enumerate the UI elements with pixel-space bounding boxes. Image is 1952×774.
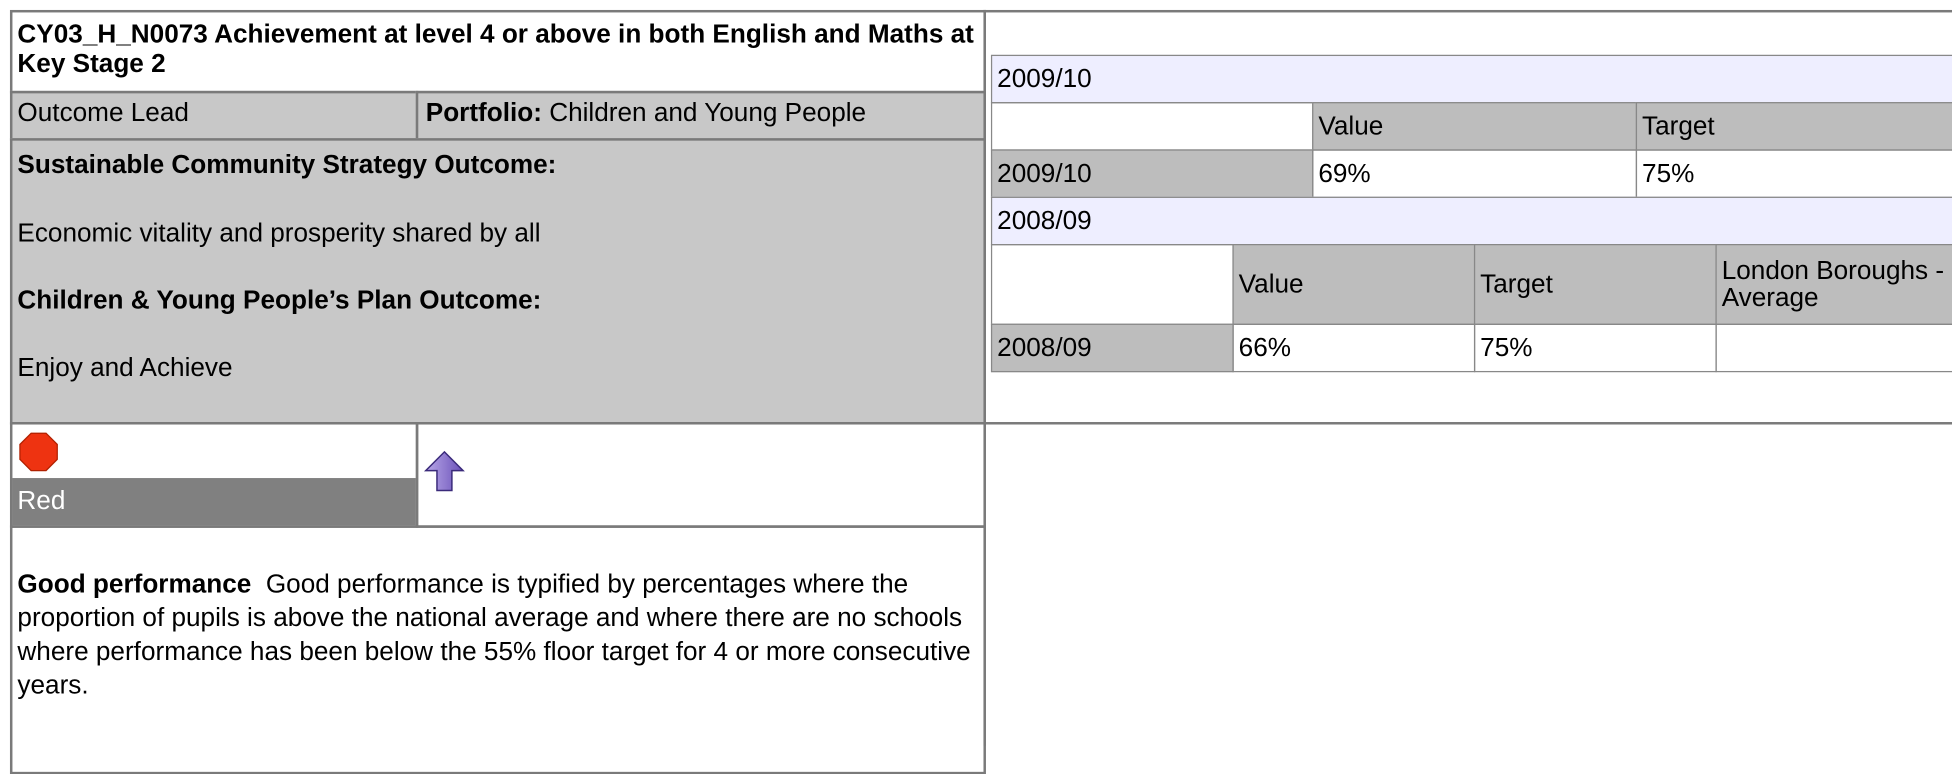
column: Target <box>1642 111 1715 141</box>
outcome-heading: Children & Young People’s Plan Outcome: <box>17 286 542 315</box>
status-label: Red <box>12 478 416 526</box>
column-header: Value <box>1232 244 1476 325</box>
outcome-text: Economic vitality and prosperity shared … <box>17 219 541 248</box>
description-heading: Good performance <box>17 570 252 599</box>
portfolio-label: Portfolio: <box>425 98 542 127</box>
average-cell <box>1715 323 1952 373</box>
trend-cell <box>415 422 986 528</box>
value: 66% <box>1238 333 1292 362</box>
row-header: 2008/09 <box>990 323 1234 373</box>
target-cell: 75% <box>1635 149 1952 198</box>
column: Value <box>1238 269 1304 299</box>
target: 75% <box>1480 333 1533 362</box>
results-panel <box>983 9 1952 425</box>
row-label: 2008/09 <box>997 333 1092 362</box>
outcome-heading: Sustainable Community Strategy Outcome: <box>17 150 557 180</box>
period: 2009/10 <box>997 64 1092 93</box>
description-text: Good performance is typified by percenta… <box>17 570 971 700</box>
lead-cell: Outcome Lead <box>9 90 419 141</box>
row-header: 2009/10 <box>990 149 1314 198</box>
value: 69% <box>1318 158 1371 188</box>
description: Good performance Good performance is typ… <box>9 525 986 774</box>
period-band: 2009/10 <box>990 54 1952 104</box>
corner-cell <box>990 244 1234 325</box>
corner-cell <box>990 102 1314 151</box>
outcome-text: Enjoy and Achieve <box>17 353 233 383</box>
target: 75% <box>1642 158 1695 188</box>
row-label: 2009/10 <box>997 158 1092 188</box>
report: CY03_H_N0073 Achievement at level 4 or a… <box>9 9 1952 774</box>
period: 2008/09 <box>997 206 1092 235</box>
column-header: Value <box>1312 102 1638 151</box>
page: CY03_H_N0073 Achievement at level 4 or a… <box>9 9 1952 774</box>
value-cell: 69% <box>1312 149 1638 198</box>
role: Outcome Lead <box>17 98 189 127</box>
title: CY03_H_N0073 Achievement at level 4 or a… <box>9 9 986 94</box>
target-cell: 75% <box>1473 323 1717 373</box>
column-header: Target <box>1473 244 1717 325</box>
column-header: Target <box>1635 102 1952 151</box>
column: London Boroughs - Average <box>1721 255 1945 312</box>
trend-arrow <box>423 450 465 492</box>
portfolio: Children and Young People <box>549 98 867 127</box>
outcomes: Sustainable Community Strategy Outcome: … <box>9 138 986 425</box>
value-cell: 66% <box>1232 323 1476 373</box>
column-header: London Boroughs - Average <box>1715 244 1952 325</box>
status-icon <box>19 432 58 472</box>
column: Target <box>1480 269 1553 299</box>
column: Value <box>1318 111 1384 141</box>
portfolio-cell: Portfolio: Children and Young People <box>415 90 986 141</box>
divider <box>983 422 986 746</box>
status-cell: Red <box>9 422 419 528</box>
period-band: 2008/09 <box>990 196 1952 246</box>
